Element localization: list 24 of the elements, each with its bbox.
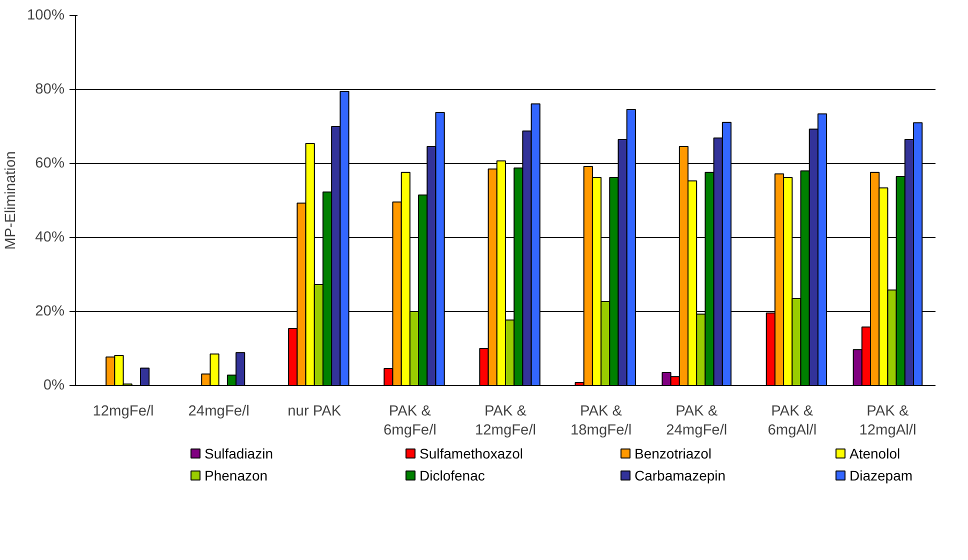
x-tick-label: nur PAK (288, 404, 342, 420)
x-tick-label: PAK & 12mgAl/l (859, 404, 916, 439)
legend-label: Diclofenac (420, 468, 485, 484)
x-tick-label: PAK & 12mgFe/l (474, 404, 536, 439)
y-tick-label: 40% (35, 230, 65, 246)
y-tick-label: 20% (35, 304, 65, 320)
x-tick-label: 12mgFe/l (92, 404, 154, 420)
x-tick-label: PAK & 6mgFe/l (383, 404, 436, 439)
y-axis-title: MP-Elimination (3, 151, 20, 250)
y-tick-label: 0% (43, 378, 65, 394)
legend-label: Phenazon (204, 468, 268, 484)
x-tick-label: PAK & 18mgFe/l (570, 404, 632, 439)
x-tick-label: PAK & 24mgFe/l (666, 404, 728, 439)
y-tick-label: 80% (35, 82, 65, 98)
y-tick-label: 60% (35, 156, 65, 172)
legend-label: Atenolol (850, 446, 900, 462)
legend-label: Benzotriazol (634, 446, 712, 462)
y-tick-label: 100% (27, 8, 65, 24)
legend-label: Sulfamethoxazol (420, 446, 524, 462)
legend-label: Sulfadiazin (204, 446, 273, 462)
x-tick-label: PAK & 6mgAl/l (768, 404, 817, 439)
legend-label: Diazepam (850, 468, 913, 484)
x-tick-label: 24mgFe/l (188, 404, 250, 420)
legend-label: Carbamazepin (634, 468, 726, 484)
